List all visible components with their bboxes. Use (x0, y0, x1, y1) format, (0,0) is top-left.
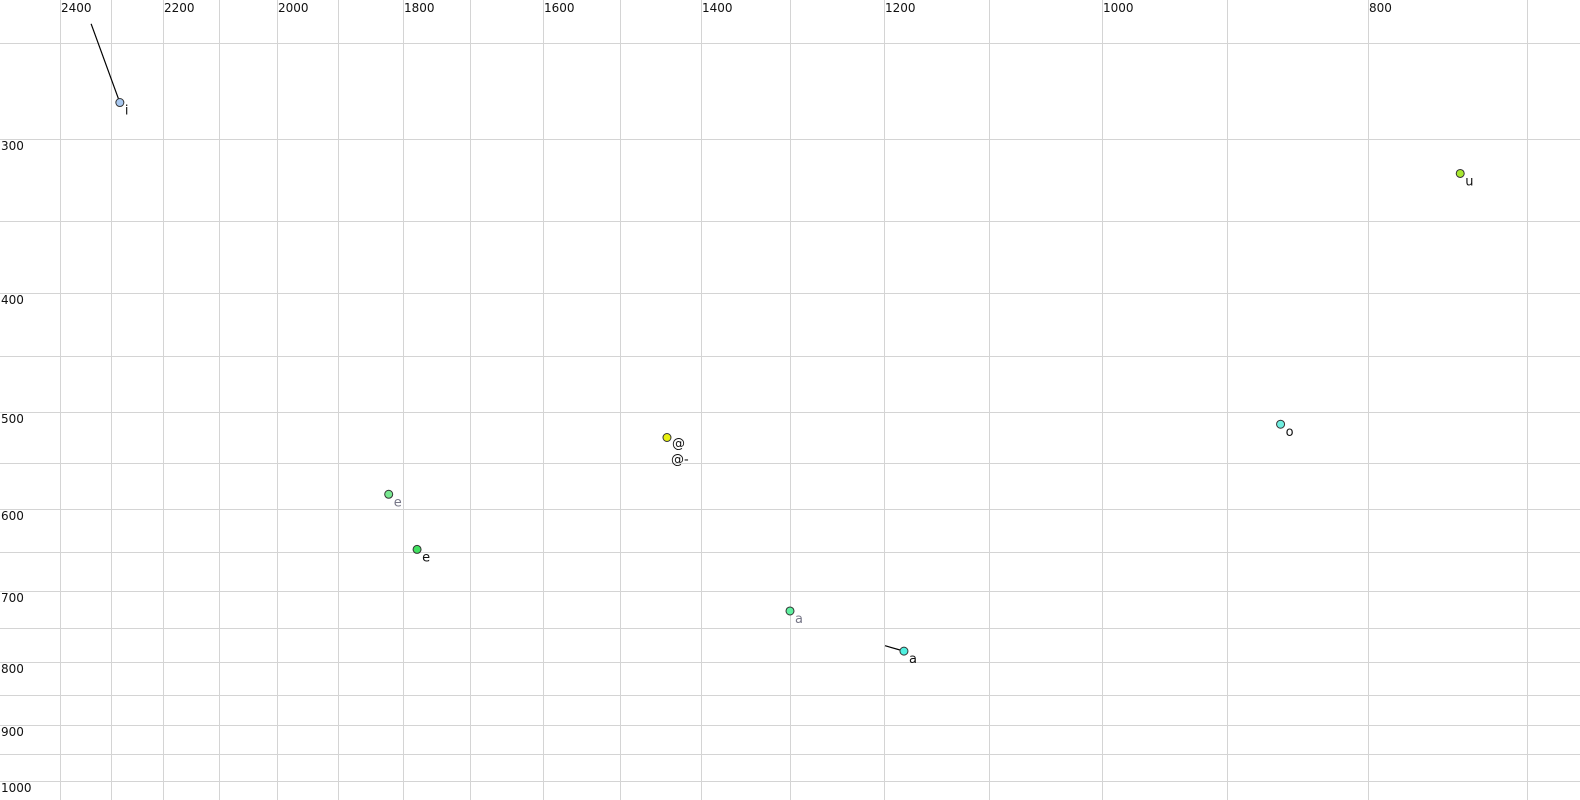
point-label: i (125, 104, 129, 119)
point-label: @ (672, 437, 685, 452)
y-tick-label: 1000 (1, 781, 32, 795)
y-tick-label: 900 (1, 725, 24, 739)
x-tick-label: 2200 (164, 1, 195, 15)
y-tick-label: 300 (1, 139, 24, 153)
point-label: e (394, 495, 402, 510)
y-tick-label: 600 (1, 509, 24, 523)
point-label: u (1465, 174, 1473, 189)
data-points: i u o @@- e e a a (90, 23, 1473, 667)
x-tick-label: 2000 (278, 1, 309, 15)
point-label: @- (671, 453, 689, 468)
data-point (899, 646, 909, 656)
y-tick-label: 400 (1, 293, 24, 307)
x-tick-label: 1600 (544, 1, 575, 15)
x-tick-label: 1000 (1103, 1, 1134, 15)
data-point (1455, 168, 1465, 178)
y-tick-label: 500 (1, 412, 24, 426)
x-tick-label: 2400 (61, 1, 92, 15)
data-point (384, 489, 394, 499)
y-tick-label: 800 (1, 662, 24, 676)
data-point (412, 544, 422, 554)
data-point (1276, 419, 1286, 429)
point-label: a (795, 612, 803, 627)
x-tick-label: 800 (1369, 1, 1392, 15)
data-point (662, 433, 672, 442)
point-label: a (909, 652, 917, 667)
y-tick-label: 700 (1, 591, 24, 605)
y-gridlines (0, 43, 1580, 782)
data-point (115, 98, 125, 108)
point-label: o (1286, 425, 1294, 440)
point-label: e (422, 550, 430, 565)
x-tick-label: 1400 (702, 1, 733, 15)
trajectory-line (90, 23, 121, 103)
data-point (785, 606, 795, 616)
tick-labels: 2400 2200 2000 1800 1600 1400 1200 1000 800 300 40… (1, 1, 1392, 795)
x-gridlines (60, 0, 1528, 800)
x-tick-label: 1200 (885, 1, 916, 15)
x-tick-label: 1800 (404, 1, 435, 15)
